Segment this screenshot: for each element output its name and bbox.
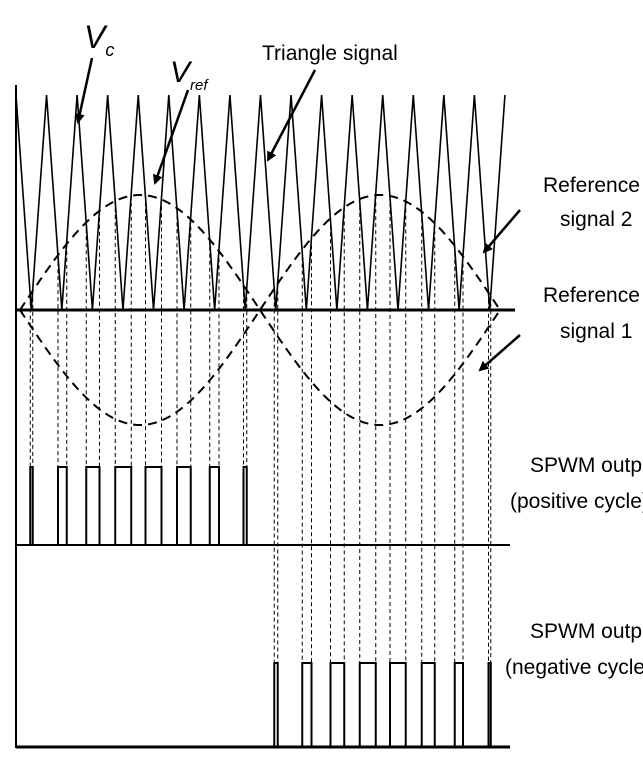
arrow xyxy=(152,89,190,185)
waveforms xyxy=(15,94,506,748)
positive-label: SPWM output xyxy=(530,454,643,477)
ref2-label: signal 2 xyxy=(560,208,632,231)
arrow xyxy=(478,334,521,372)
reference-signal-2 xyxy=(19,193,501,427)
ref1-label: signal 1 xyxy=(560,320,632,343)
spwm-negative xyxy=(16,662,505,748)
arrow xyxy=(482,209,521,254)
arrow xyxy=(74,57,94,124)
triangle-signal xyxy=(15,94,506,311)
ref1-label: Reference xyxy=(543,284,640,307)
spwm-positive xyxy=(16,466,505,546)
arrow xyxy=(266,69,317,162)
vref-label: Vref xyxy=(170,56,209,94)
negative-label: (negative cycle) xyxy=(505,656,643,679)
triangle-label: Triangle signal xyxy=(262,42,398,65)
ref2-label: Reference xyxy=(543,174,640,197)
vc-label: Vc xyxy=(84,19,114,60)
negative-label: SPWM output xyxy=(530,620,643,643)
positive-label: (positive cycle) xyxy=(510,490,643,513)
